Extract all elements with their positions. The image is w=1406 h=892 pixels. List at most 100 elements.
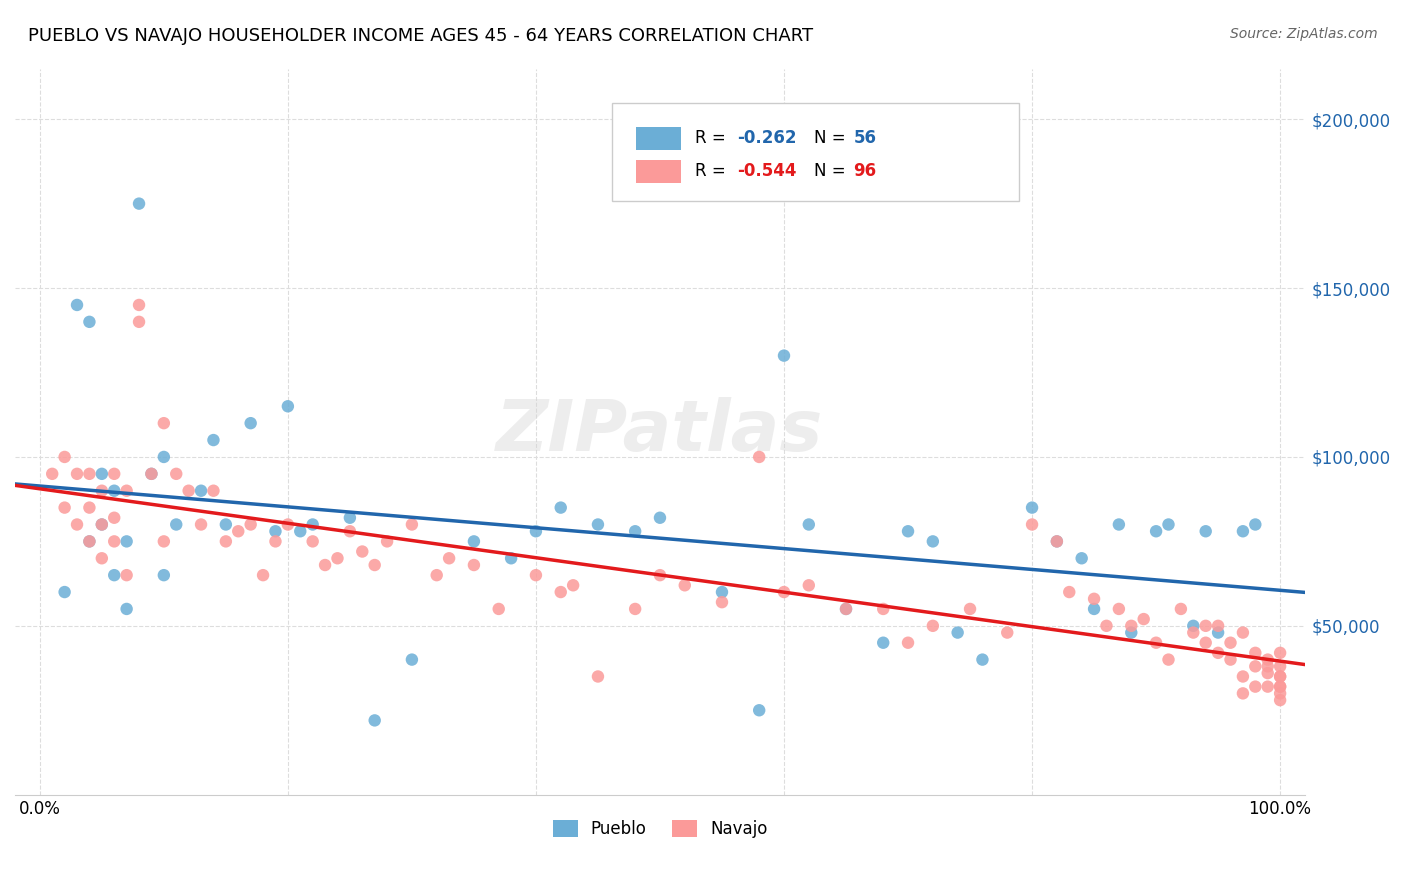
Point — [202, 433, 225, 447]
Point — [1268, 646, 1291, 660]
Point — [1268, 686, 1291, 700]
Point — [1170, 602, 1192, 616]
Point — [1244, 646, 1267, 660]
Point — [1232, 669, 1254, 683]
Point — [53, 450, 76, 464]
Point — [301, 517, 323, 532]
Point — [90, 517, 112, 532]
Point — [748, 450, 770, 464]
Point — [1244, 659, 1267, 673]
Point — [437, 551, 460, 566]
Point — [128, 315, 150, 329]
Point — [290, 524, 312, 539]
Text: N =: N = — [814, 162, 851, 180]
Point — [165, 517, 187, 532]
Point — [239, 517, 262, 532]
Point — [872, 636, 894, 650]
Point — [1268, 680, 1291, 694]
Point — [1206, 619, 1229, 633]
Point — [921, 619, 943, 633]
Point — [1083, 602, 1105, 616]
Point — [1268, 669, 1291, 683]
Text: R =: R = — [695, 162, 731, 180]
Point — [277, 517, 299, 532]
Point — [797, 578, 820, 592]
Point — [711, 585, 734, 599]
Point — [115, 602, 138, 616]
Point — [363, 714, 385, 728]
Point — [103, 483, 125, 498]
Point — [648, 568, 671, 582]
Point — [426, 568, 449, 582]
Point — [103, 467, 125, 481]
Point — [562, 578, 585, 592]
Point — [90, 483, 112, 498]
Point — [1244, 517, 1267, 532]
Point — [1070, 551, 1092, 566]
Point — [897, 636, 920, 650]
Point — [624, 524, 647, 539]
Text: ZIPatlas: ZIPatlas — [496, 397, 824, 467]
Point — [339, 510, 361, 524]
Point — [897, 524, 920, 539]
Point — [190, 483, 212, 498]
Point — [1257, 680, 1279, 694]
Point — [1095, 619, 1118, 633]
Point — [773, 585, 796, 599]
Point — [797, 517, 820, 532]
Point — [90, 467, 112, 481]
Point — [264, 534, 287, 549]
Point — [488, 602, 510, 616]
Text: 56: 56 — [853, 129, 876, 147]
Point — [153, 568, 176, 582]
Point — [326, 551, 349, 566]
Point — [277, 399, 299, 413]
Point — [1232, 686, 1254, 700]
Point — [165, 467, 187, 481]
Text: -0.262: -0.262 — [737, 129, 796, 147]
Point — [128, 298, 150, 312]
Point — [1206, 646, 1229, 660]
Point — [1132, 612, 1154, 626]
Point — [1232, 625, 1254, 640]
Point — [624, 602, 647, 616]
Point — [339, 524, 361, 539]
Point — [550, 585, 572, 599]
Point — [53, 500, 76, 515]
Point — [711, 595, 734, 609]
Point — [959, 602, 981, 616]
Point — [1195, 619, 1218, 633]
Point — [1244, 680, 1267, 694]
Point — [835, 602, 858, 616]
Point — [401, 517, 423, 532]
Point — [524, 524, 547, 539]
Point — [501, 551, 523, 566]
Point — [946, 625, 969, 640]
Point — [972, 652, 994, 666]
Point — [153, 450, 176, 464]
Point — [115, 568, 138, 582]
Point — [90, 517, 112, 532]
Point — [190, 517, 212, 532]
Point — [79, 534, 101, 549]
Point — [1046, 534, 1069, 549]
Point — [79, 500, 101, 515]
Point — [177, 483, 200, 498]
Point — [215, 534, 238, 549]
Point — [995, 625, 1018, 640]
Point — [1144, 636, 1167, 650]
Point — [835, 602, 858, 616]
Point — [226, 524, 249, 539]
Point — [648, 510, 671, 524]
Point — [1144, 524, 1167, 539]
Point — [79, 534, 101, 549]
Point — [1257, 659, 1279, 673]
Point — [41, 467, 63, 481]
Point — [215, 517, 238, 532]
Point — [586, 669, 609, 683]
Point — [352, 544, 374, 558]
Point — [1195, 524, 1218, 539]
Point — [53, 585, 76, 599]
Point — [463, 558, 485, 572]
Point — [1206, 625, 1229, 640]
